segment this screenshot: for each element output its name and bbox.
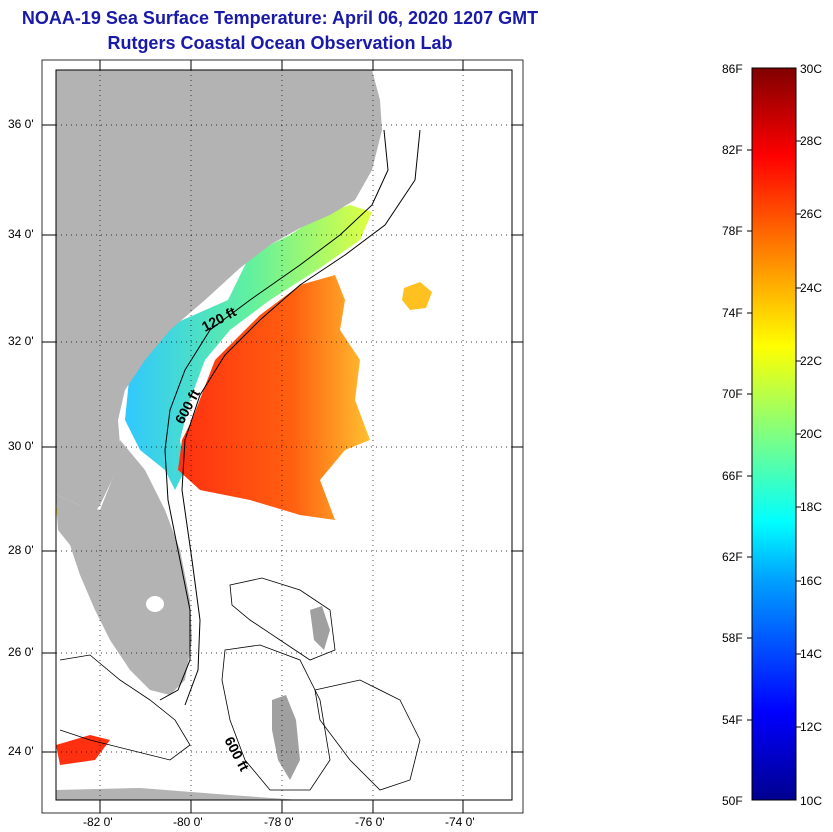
axis-ticks (42, 60, 523, 813)
colorbar-f-78: 78F (722, 224, 743, 238)
isobath-label-600ft-south: 600 ft (221, 734, 252, 774)
lon-label-74: -74 0' (445, 815, 475, 829)
colorbar-f-86: 86F (722, 62, 743, 76)
colorbar-c-18: 18C (800, 500, 823, 514)
colorbar-c-28: 28C (800, 134, 823, 148)
land-mainland (56, 70, 382, 512)
colorbar-c-22: 22C (800, 354, 823, 368)
lon-label-76: -76 0' (355, 815, 385, 829)
graticule (56, 70, 512, 800)
isobath-bahamas-c (314, 679, 421, 791)
colorbar-c-12: 12C (800, 720, 823, 734)
isobath-120ft (159, 129, 389, 701)
map-subtitle: Rutgers Coastal Ocean Observation Lab (107, 33, 453, 53)
colorbar-f-58: 58F (722, 631, 743, 645)
colorbar-c-10: 10C (800, 794, 823, 808)
lat-label-32: 32 0' (8, 334, 34, 348)
colorbar-f-54: 54F (722, 713, 743, 727)
lat-label-34: 34 0' (8, 227, 34, 241)
map-frame (55, 69, 513, 801)
isobath-600ft (181, 129, 421, 706)
land-cuba-edge (56, 788, 300, 800)
lon-label-82: -82 0' (83, 815, 113, 829)
sst-south-patch (56, 735, 110, 765)
land-andros-island (272, 695, 300, 780)
lat-label-36: 36 0' (8, 117, 34, 131)
lat-label-30: 30 0' (8, 439, 34, 453)
lon-label-80: -80 0' (173, 815, 203, 829)
lat-label-26: 26 0' (8, 645, 34, 659)
sst-offshore-patch (402, 282, 432, 310)
land-abaco-island (310, 606, 330, 650)
land-florida-peninsula (56, 440, 192, 695)
colorbar-c-30: 30C (800, 62, 823, 76)
sst-warm-gulf-stream (178, 275, 370, 520)
colorbar-f-70: 70F (722, 387, 743, 401)
colorbar-f-66: 66F (722, 469, 743, 483)
map-title: NOAA-19 Sea Surface Temperature: April 0… (21, 8, 539, 28)
lat-label-28: 28 0' (8, 543, 34, 557)
lon-label-78: -78 0' (264, 815, 294, 829)
sst-cool-coastal-band (125, 205, 372, 490)
colorbar-c-24: 24C (800, 281, 823, 295)
isobath-keys (59, 654, 191, 761)
colorbar-c-16: 16C (800, 574, 823, 588)
colorbar-c-26: 26C (800, 207, 823, 221)
colorbar-c-14: 14C (800, 647, 823, 661)
colorbar-c-20: 20C (800, 427, 823, 441)
isobath-bahamas-b (221, 644, 331, 791)
colorbar-f-74: 74F (722, 306, 743, 320)
colorbar-f-62: 62F (722, 550, 743, 564)
isobath-bahamas-a (229, 577, 336, 661)
colorbar-f-50: 50F (722, 794, 743, 808)
colorbar-f-82: 82F (722, 143, 743, 157)
lake-okeechobee (146, 596, 164, 612)
lat-label-24: 24 0' (8, 744, 34, 758)
